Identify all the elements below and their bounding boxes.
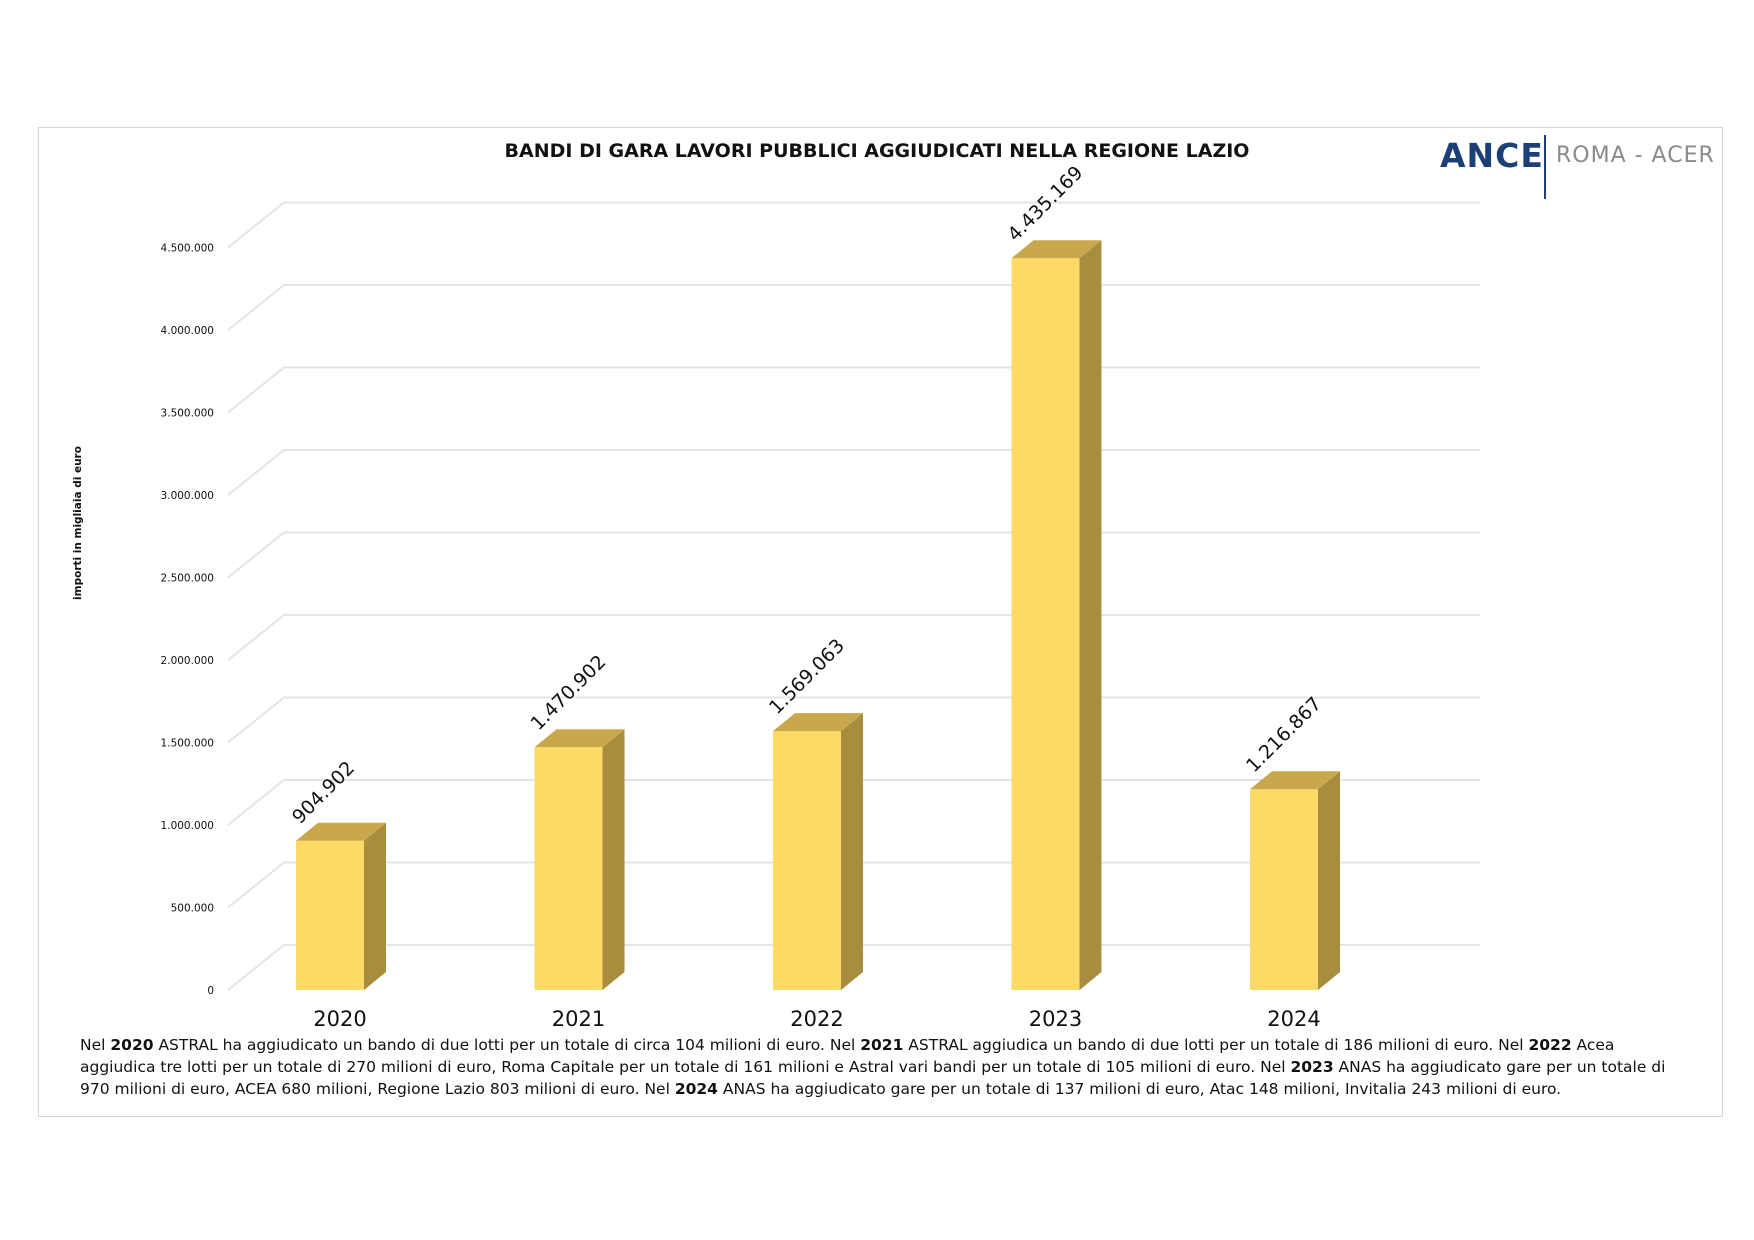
bar <box>296 840 364 990</box>
y-tick-label: 2.000.000 <box>161 655 214 667</box>
bar-side <box>364 822 386 990</box>
ance-logo: ANCE ROMA - ACER <box>1440 133 1720 203</box>
y-tick-label: 500.000 <box>171 903 214 915</box>
bar-side <box>1079 240 1102 990</box>
footnote-segment: ASTRAL aggiudica un bando di due lotti p… <box>903 1036 1529 1054</box>
gridline <box>227 614 1480 661</box>
gridline <box>227 201 1480 249</box>
footnote-year: 2024 <box>674 1080 718 1098</box>
bar-top <box>296 822 386 841</box>
bar-top <box>1011 240 1102 259</box>
bar-side <box>602 729 625 990</box>
footnote-segment: Acea aggiudica tre lotti per un totale d… <box>80 1036 1615 1076</box>
bar <box>1011 258 1080 990</box>
gridline <box>227 284 1480 331</box>
data-label: 4.435.169 <box>1003 162 1087 246</box>
data-label: 1.216.867 <box>1242 693 1326 777</box>
y-tick-label: 3.000.000 <box>161 490 214 502</box>
footnote-segment: ANAS ha aggiudicato gare per un totale d… <box>717 1080 1562 1098</box>
y-tick-label: 0 <box>207 985 214 997</box>
logo-brand: ANCE <box>1440 136 1544 175</box>
bar-side <box>841 713 863 990</box>
gridline <box>227 531 1480 579</box>
data-label: 1.569.063 <box>765 635 849 719</box>
y-tick-label: 1.500.000 <box>161 738 214 750</box>
gridline <box>227 366 1480 414</box>
footnote-segment: Nel <box>80 1036 111 1054</box>
bar <box>534 747 603 990</box>
bar-top <box>534 729 625 748</box>
x-tick-label: 2024 <box>1267 1007 1320 1031</box>
footnote-segment: ANAS ha aggiudicato gare per un totale d… <box>80 1058 1666 1098</box>
bar-top <box>1250 771 1340 790</box>
y-tick-label: 3.500.000 <box>161 408 214 420</box>
x-tick-label: 2021 <box>552 1007 605 1031</box>
data-label: 904.902 <box>288 757 359 828</box>
gridline <box>227 449 1480 496</box>
bar-side <box>1318 771 1340 990</box>
footnote-year: 2023 <box>1290 1058 1334 1076</box>
chart-frame <box>38 127 1723 1117</box>
y-tick-label: 1.000.000 <box>161 820 214 832</box>
y-tick-label: 4.500.000 <box>161 243 214 255</box>
x-tick-label: 2023 <box>1029 1007 1082 1031</box>
footnote-text: Nel 2020 ASTRAL ha aggiudicato un bando … <box>80 1034 1680 1100</box>
bar-top <box>773 713 863 732</box>
y-tick-label: 2.500.000 <box>161 573 214 585</box>
logo-divider <box>1544 135 1546 199</box>
y-axis-title: importi in migliaia di euro <box>72 446 84 600</box>
x-tick-label: 2022 <box>790 1007 843 1031</box>
x-tick-label: 2020 <box>313 1007 366 1031</box>
y-tick-label: 4.000.000 <box>161 325 214 337</box>
chart-title: BANDI DI GARA LAVORI PUBBLICI AGGIUDICAT… <box>504 140 1250 162</box>
footnote-year: 2021 <box>860 1036 904 1054</box>
footnote-year: 2022 <box>1528 1036 1572 1054</box>
bar <box>1250 789 1318 990</box>
data-label: 1.470.902 <box>526 651 610 735</box>
footnote-year: 2020 <box>110 1036 154 1054</box>
bar <box>773 731 841 990</box>
logo-subtitle: ROMA - ACER <box>1556 143 1715 168</box>
footnote-segment: ASTRAL ha aggiudicato un bando di due lo… <box>153 1036 861 1054</box>
